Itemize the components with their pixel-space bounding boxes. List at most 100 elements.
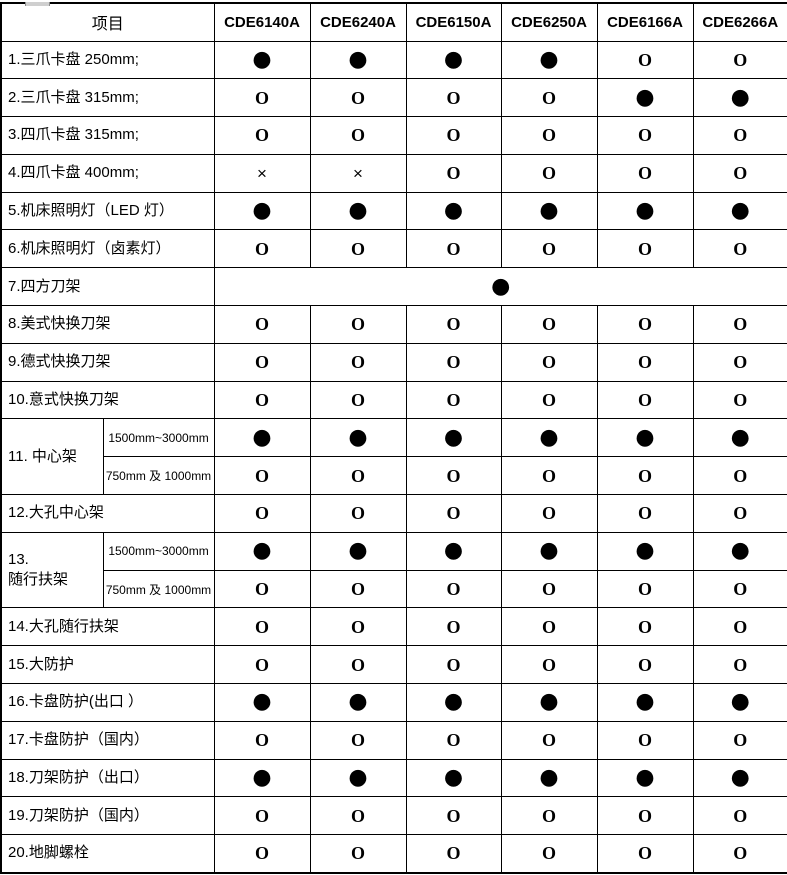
symbol-cell: O [596,834,694,874]
symbol-cell: O [596,153,694,193]
table-body: 1.三爪卡盘 250mm; ● ● ● ● O O 2.三爪卡盘 315mm; O O O O ● ● 3.… [0,40,787,874]
symbol-cell: ● [405,758,502,798]
symbol-cell: O [692,116,787,155]
spec-sublabel-cell: 750mm 及 1000mm [102,569,215,609]
symbol-cell: O [500,116,598,155]
item-label-cell: 10.意式快换刀架 [0,380,215,420]
symbol-cell: O [692,229,787,269]
symbol-cell: ● [500,40,598,80]
symbol-cell: O [500,229,598,269]
spec-sublabel-cell: 750mm 及 1000mm [102,456,215,496]
symbol-cell: O [500,380,598,420]
symbol-cell: O [309,380,407,420]
item-label-cell: 4.四爪卡盘 400mm; [0,153,215,193]
model-column-header: CDE6266A [692,2,787,42]
symbol-cell: O [213,305,311,344]
model-column-header: CDE6150A [405,2,502,42]
symbol-cell: ● [213,191,311,231]
symbol-cell: O [692,40,787,80]
symbol-cell: O [309,342,407,382]
model-column-header: CDE6140A [213,2,311,42]
symbol-cell: O [213,796,311,836]
symbol-cell: O [213,494,311,533]
item-label-cell: 15.大防护 [0,645,215,685]
symbol-cell: ● [405,531,502,571]
symbol-cell: O [692,380,787,420]
symbol-cell: O [692,494,787,533]
spec-sublabel-cell: 1500mm~3000mm [102,531,215,571]
item-label-cell: 2.三爪卡盘 315mm; [0,78,215,118]
symbol-cell: ● [596,758,694,798]
symbol-cell: ● [692,758,787,798]
symbol-cell: O [309,494,407,533]
table-row: 750mm 及 1000mm O O O O O O [1,456,787,496]
symbol-cell: O [405,153,502,193]
symbol-cell: ● [692,78,787,118]
table-row: 5.机床照明灯（LED 灯） ● ● ● ● ● ● [0,191,787,231]
symbol-cell: × [309,153,407,193]
symbol-cell: ● [213,683,311,722]
item-label-cell: 17.卡盘防护（国内） [0,720,215,760]
symbol-cell: O [213,78,311,118]
symbol-cell: O [405,834,502,874]
symbol-cell: O [405,645,502,685]
table-row: 6.机床照明灯（卤素灯） O O O O O O [0,229,787,269]
table-row: 2.三爪卡盘 315mm; O O O O ● ● [0,78,787,118]
table-row: 20.地脚螺栓 O O O O O O [0,834,787,874]
symbol-cell: O [405,607,502,647]
item-label-cell: 16.卡盘防护(出口 ） [0,683,215,722]
symbol-cell: O [500,78,598,118]
symbol-cell: ● [596,683,694,722]
symbol-cell: O [309,607,407,647]
symbol-cell: × [213,153,311,193]
symbol-cell: O [405,116,502,155]
symbol-cell: O [596,494,694,533]
table-row: 11. 中心架 1500mm~3000mm ● ● ● ● ● ● [0,418,787,496]
model-column-header: CDE6240A [309,2,407,42]
symbol-cell: O [596,342,694,382]
symbol-cell: O [692,305,787,344]
symbol-cell: O [596,116,694,155]
symbol-cell: ● [692,418,787,458]
table-row: 16.卡盘防护(出口 ） ● ● ● ● ● ● [0,683,787,722]
symbol-cell: ● [309,418,407,458]
symbol-cell: O [213,229,311,269]
symbol-cell: O [500,796,598,836]
symbol-cell: O [309,720,407,760]
symbol-cell: O [213,116,311,155]
merged-symbol-cell: ● [213,267,787,307]
symbol-cell: O [309,645,407,685]
symbol-cell: ● [213,40,311,80]
symbol-cell: O [309,78,407,118]
symbol-cell: O [692,342,787,382]
symbol-cell: O [692,720,787,760]
table-row: 8.美式快换刀架 O O O O O O [0,305,787,344]
table-row: 14.大孔随行扶架 O O O O O O [0,607,787,647]
symbol-cell: ● [213,418,311,458]
model-column-header: CDE6250A [500,2,598,42]
symbol-cell: O [500,342,598,382]
table-row: 750mm 及 1000mm O O O O O O [1,569,787,609]
symbol-cell: O [405,569,502,609]
table-row: 1.三爪卡盘 250mm; ● ● ● ● O O [0,40,787,80]
table-row: 7.四方刀架 ● [0,267,787,307]
symbol-cell: O [596,305,694,344]
symbol-cell: O [596,720,694,760]
symbol-cell: O [309,456,407,496]
symbol-cell: O [692,796,787,836]
symbol-cell: O [596,456,694,496]
symbol-cell: O [500,494,598,533]
symbol-cell: ● [500,758,598,798]
symbol-cell: O [500,720,598,760]
symbol-cell: ● [405,683,502,722]
symbol-cell: O [692,607,787,647]
top-edge-artifact [25,2,50,6]
spec-sublabel-cell: 1500mm~3000mm [102,418,215,458]
symbol-cell: O [596,607,694,647]
table-row: 9.德式快换刀架 O O O O O O [0,342,787,382]
symbol-cell: O [596,380,694,420]
item-label-cell: 9.德式快换刀架 [0,342,215,382]
symbol-cell: ● [405,418,502,458]
symbol-cell: ● [405,191,502,231]
symbol-cell: O [405,720,502,760]
